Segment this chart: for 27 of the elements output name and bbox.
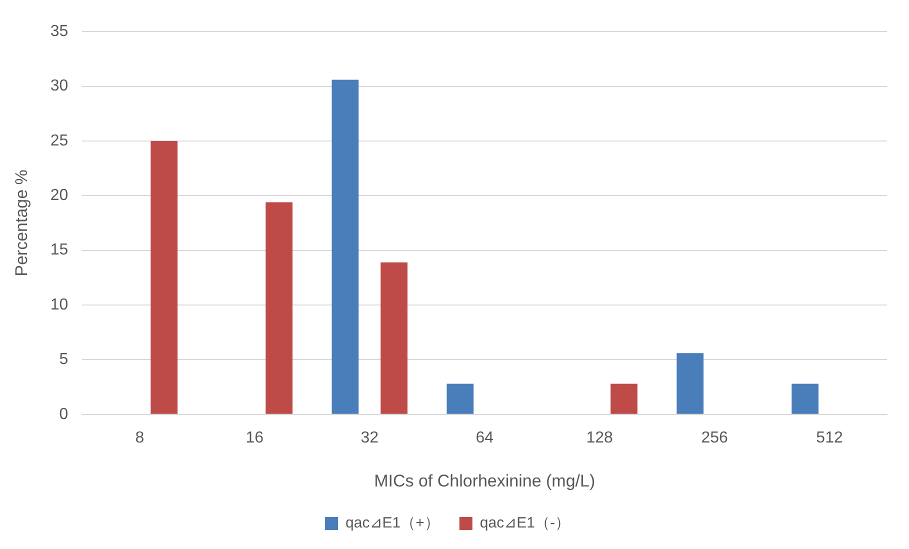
legend-label: qac⊿E1（-） xyxy=(480,514,570,532)
bar xyxy=(332,80,359,414)
y-axis-title: Percentage % xyxy=(12,170,31,276)
bar xyxy=(150,140,178,414)
y-tick-label: 25 xyxy=(50,132,68,150)
y-tick-label: 5 xyxy=(59,351,68,368)
y-tick-label: 20 xyxy=(50,187,68,204)
x-tick-label: 8 xyxy=(135,429,144,446)
y-tick-label: 35 xyxy=(50,23,68,40)
x-tick-label: 32 xyxy=(360,429,379,446)
y-tick-label: 15 xyxy=(50,242,68,259)
bar xyxy=(446,384,474,414)
x-tick-label: 512 xyxy=(816,429,843,446)
x-axis-title: MICs of Chlorhexinine (mg/L) xyxy=(374,471,596,490)
x-tick-label: 128 xyxy=(586,429,614,446)
legend-label: qac⊿E1（+） xyxy=(346,514,440,532)
bar xyxy=(380,262,408,414)
y-tick-label: 30 xyxy=(50,78,68,95)
x-tick-label: 64 xyxy=(476,429,494,446)
bar xyxy=(266,202,293,414)
x-tick-label: 16 xyxy=(246,429,264,446)
x-tick-label: 256 xyxy=(701,429,728,446)
bar xyxy=(676,353,704,414)
y-tick-label: 10 xyxy=(50,296,68,314)
bar xyxy=(792,384,819,414)
y-tick-label: 0 xyxy=(59,406,68,423)
bar xyxy=(610,384,638,414)
